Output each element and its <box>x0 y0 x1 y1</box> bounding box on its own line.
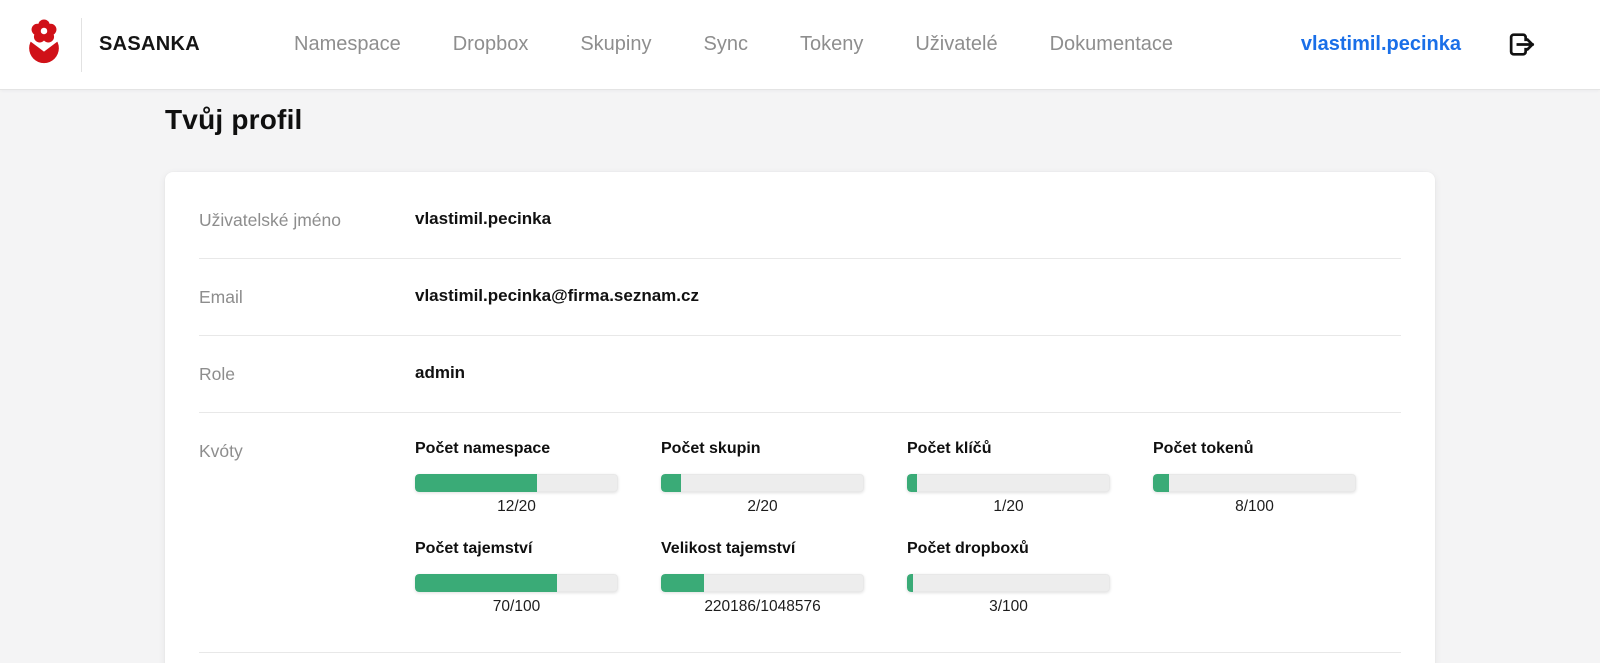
quota-item: Počet tajemství 70/100 <box>415 540 618 616</box>
nav-item-uživatelé[interactable]: Uživatelé <box>915 33 998 55</box>
nav-item-tokeny[interactable]: Tokeny <box>799 33 864 55</box>
quota-progressbar <box>661 474 864 492</box>
quota-label: Počet dropboxů <box>907 540 1029 557</box>
card-tail <box>199 653 1401 663</box>
quota-label: Počet klíčů <box>907 440 992 457</box>
field-label: Uživatelské jméno <box>199 210 341 230</box>
quota-progressbar <box>415 474 618 492</box>
quota-label: Počet tajemství <box>415 540 533 557</box>
nav-item-skupiny[interactable]: Skupiny <box>580 33 652 55</box>
logout-icon <box>1507 30 1536 59</box>
quota-progress-fill <box>415 574 558 592</box>
quota-grid: Počet namespace 12/20 Počet skupin 2/20 … <box>415 440 1356 616</box>
brand-logo[interactable] <box>20 19 68 70</box>
brand-separator <box>81 17 82 72</box>
quota-value: 70/100 <box>492 598 541 615</box>
quota-label: Počet skupin <box>661 440 761 457</box>
quota-item: Velikost tajemství 220186/1048576 <box>661 540 864 616</box>
quota-value: 12/20 <box>497 498 536 515</box>
sasanka-flower-icon <box>21 19 67 70</box>
quota-item: Počet skupin 2/20 <box>661 440 864 516</box>
quota-value: 3/100 <box>989 598 1028 615</box>
quota-progressbar <box>661 574 864 592</box>
quota-value: 220186/1048576 <box>704 598 821 615</box>
quota-item: Počet dropboxů 3/100 <box>907 540 1110 616</box>
logout-button[interactable] <box>1506 30 1536 60</box>
field-value: admin <box>415 363 466 382</box>
quota-progress-fill <box>1153 474 1170 492</box>
app-header: SASANKA Namespace Dropbox Skupiny Sync T… <box>0 0 1600 90</box>
nav-item-dropbox[interactable]: Dropbox <box>452 33 529 55</box>
quota-item: Počet namespace 12/20 <box>415 440 618 516</box>
user-profile-link[interactable]: vlastimil.pecinka <box>1300 33 1461 55</box>
quota-progress-fill <box>415 474 537 492</box>
page-title: Tvůj profil <box>165 104 303 135</box>
profile-card: Uživatelské jméno vlastimil.pecinka Emai… <box>165 172 1435 663</box>
quota-progress-fill <box>661 474 682 492</box>
main-nav: Namespace Dropbox Skupiny Sync Tokeny Už… <box>294 33 1173 56</box>
field-label: Role <box>199 364 235 384</box>
quotas-label: Kvóty <box>199 441 243 461</box>
nav-item-dokumentace[interactable]: Dokumentace <box>1049 33 1173 55</box>
brand-name: SASANKA <box>99 33 200 55</box>
quota-value: 2/20 <box>747 498 778 515</box>
quotas-row: Kvóty Počet namespace 12/20 Počet skupin… <box>199 413 1401 653</box>
field-value: vlastimil.pecinka <box>415 209 552 228</box>
profile-fields: Uživatelské jméno vlastimil.pecinka Emai… <box>199 182 1401 413</box>
quota-item: Počet klíčů 1/20 <box>907 440 1110 516</box>
quota-label: Velikost tajemství <box>661 540 796 557</box>
field-label: Email <box>199 287 243 307</box>
quota-progress-fill <box>907 474 918 492</box>
profile-field-row: Email vlastimil.pecinka@firma.seznam.cz <box>199 259 1401 336</box>
header-right: vlastimil.pecinka <box>1301 30 1536 60</box>
profile-page: Tvůj profil Uživatelské jméno vlastimil.… <box>165 104 1435 663</box>
quota-progressbar <box>907 574 1110 592</box>
quota-progressbar <box>1153 474 1356 492</box>
quota-value: 1/20 <box>993 498 1024 515</box>
quota-progressbar <box>907 474 1110 492</box>
quota-label: Počet tokenů <box>1153 440 1254 457</box>
nav-item-sync[interactable]: Sync <box>703 33 748 55</box>
quota-value: 8/100 <box>1235 498 1274 515</box>
profile-field-row: Role admin <box>199 336 1401 413</box>
quota-progressbar <box>415 574 618 592</box>
quota-label: Počet namespace <box>415 440 551 457</box>
quota-progress-fill <box>661 574 704 592</box>
profile-field-row: Uživatelské jméno vlastimil.pecinka <box>199 182 1401 259</box>
field-value: vlastimil.pecinka@firma.seznam.cz <box>415 286 699 305</box>
quota-progress-fill <box>907 574 914 592</box>
nav-item-namespace[interactable]: Namespace <box>294 33 401 55</box>
quota-item: Počet tokenů 8/100 <box>1153 440 1356 516</box>
